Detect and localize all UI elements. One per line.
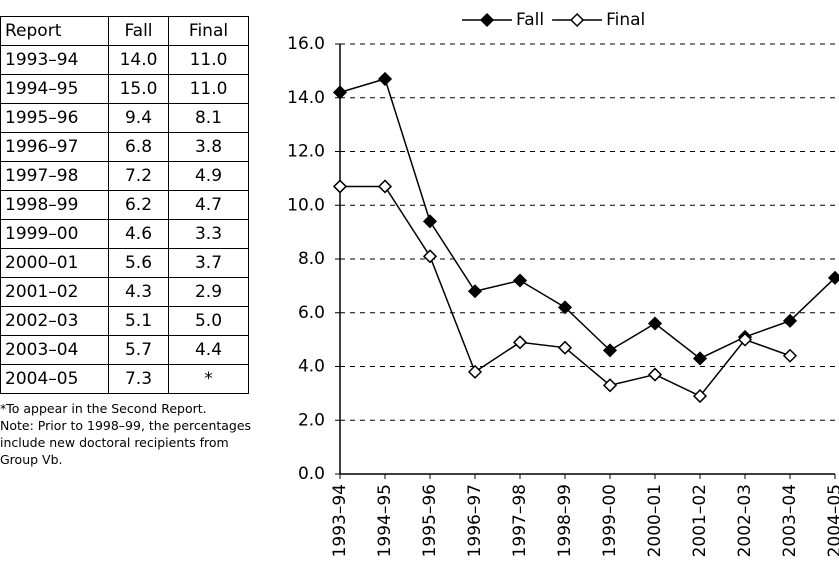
table-cell: 2001–02 — [0, 277, 109, 307]
marker — [557, 340, 573, 355]
table-cell: 11.0 — [168, 74, 249, 104]
table-cell: 1996–97 — [0, 132, 109, 162]
table-cell: 1997–98 — [0, 161, 109, 191]
marker — [422, 214, 438, 229]
table-cell: 2000–01 — [0, 248, 109, 278]
table-cell: 5.6 — [108, 248, 169, 278]
header-cell: Report — [0, 16, 109, 46]
table-cell: 1995–96 — [0, 103, 109, 133]
table-cell: * — [168, 364, 249, 394]
table-cell: 5.0 — [168, 306, 249, 336]
x-tick-label: 1998–99 — [555, 484, 575, 557]
marker — [377, 179, 393, 194]
y-tick-label: 0.0 — [298, 464, 325, 484]
series-line — [340, 185, 791, 397]
x-tick-label: 1995–96 — [420, 484, 440, 557]
marker — [602, 343, 618, 358]
table-cell: 9.4 — [108, 103, 169, 133]
x-tick-label: 1993–94 — [330, 484, 350, 557]
table-cell: 8.1 — [168, 103, 249, 133]
data-table: Report Fall Final 1993–94 14.0 11.0 1994–95 15.… — [0, 16, 249, 394]
table-row: 2000–01 5.6 3.7 — [0, 248, 249, 278]
marker — [602, 378, 618, 393]
x-tick-label: 1997–98 — [510, 484, 530, 557]
table-cell: 2.9 — [168, 277, 249, 307]
marker — [647, 316, 663, 331]
x-tick-label: 2001–02 — [690, 484, 710, 557]
table-cell: 3.7 — [168, 248, 249, 278]
table-cell: 2004–05 — [0, 364, 109, 394]
y-tick-label: 10.0 — [287, 195, 325, 215]
y-tick-label: 8.0 — [298, 249, 325, 269]
marker — [557, 300, 573, 315]
table-cell: 2002–03 — [0, 306, 109, 336]
legend-marker — [570, 12, 585, 28]
y-tick-label: 12.0 — [287, 142, 325, 162]
table-cell: 3.3 — [168, 219, 249, 249]
x-tick-label: 1996–97 — [465, 484, 485, 557]
y-tick-label: 6.0 — [298, 303, 325, 323]
table-cell: 6.8 — [108, 132, 169, 162]
x-tick-label: 1999–00 — [600, 484, 620, 557]
marker — [512, 273, 528, 288]
marker — [332, 85, 348, 100]
table-row: 2001–02 4.3 2.9 — [0, 277, 249, 307]
table-row: 2004–05 7.3 * — [0, 364, 249, 394]
marker — [782, 313, 798, 328]
y-tick-label: 16.0 — [287, 34, 325, 54]
footnote: *To appear in the Second Report. — [0, 401, 207, 416]
x-tick-label: 2002–03 — [735, 484, 755, 557]
table-row: 1995–96 9.4 8.1 — [0, 103, 249, 133]
table-row: 1993–94 14.0 11.0 — [0, 45, 249, 75]
table-cell: 6.2 — [108, 190, 169, 220]
table-cell: 4.7 — [168, 190, 249, 220]
table-cell: 3.8 — [168, 132, 249, 162]
marker — [692, 389, 708, 404]
table-row: 1996–97 6.8 3.8 — [0, 132, 249, 162]
table-row: 1999–00 4.6 3.3 — [0, 219, 249, 249]
table-cell: 7.3 — [108, 364, 169, 394]
legend-label: Fall — [516, 10, 544, 30]
table-cell: 7.2 — [108, 161, 169, 191]
table-cell: 1994–95 — [0, 74, 109, 104]
y-tick-label: 2.0 — [298, 410, 325, 430]
table-row: 1998–99 6.2 4.7 — [0, 190, 249, 220]
marker — [782, 348, 798, 363]
header-cell: Fall — [108, 16, 169, 46]
x-tick-label: 2000–01 — [645, 484, 665, 557]
header-row: Report Fall Final — [0, 16, 249, 46]
marker — [827, 270, 839, 285]
legend-label: Final — [606, 10, 645, 30]
y-tick-label: 4.0 — [298, 357, 325, 377]
table-row: 1997–98 7.2 4.9 — [0, 161, 249, 191]
marker — [692, 351, 708, 366]
table-row: 2002–03 5.1 5.0 — [0, 306, 249, 336]
marker — [332, 179, 348, 194]
marker — [512, 335, 528, 350]
marker — [377, 71, 393, 86]
marker — [467, 364, 483, 379]
footnote: Note: Prior to 1998–99, the percentages … — [0, 418, 252, 467]
marker — [647, 367, 663, 382]
table-cell: 4.3 — [108, 277, 169, 307]
legend-marker — [479, 12, 495, 28]
table-cell: 4.4 — [168, 335, 249, 365]
table-cell: 1993–94 — [0, 45, 109, 75]
y-tick-label: 14.0 — [287, 88, 325, 108]
x-tick-label: 1994–95 — [375, 484, 395, 557]
marker — [467, 284, 483, 299]
marker — [737, 332, 753, 347]
table-row: 1994–95 15.0 11.0 — [0, 74, 249, 104]
marker — [422, 249, 438, 264]
series-line — [339, 78, 836, 360]
footnotes: *To appear in the Second Report. Note: Pr… — [0, 400, 262, 468]
x-tick-label: 2003–04 — [780, 484, 800, 557]
x-tick-label: 2004–05 — [825, 484, 839, 557]
table-cell: 15.0 — [108, 74, 169, 104]
table-cell: 11.0 — [168, 45, 249, 75]
